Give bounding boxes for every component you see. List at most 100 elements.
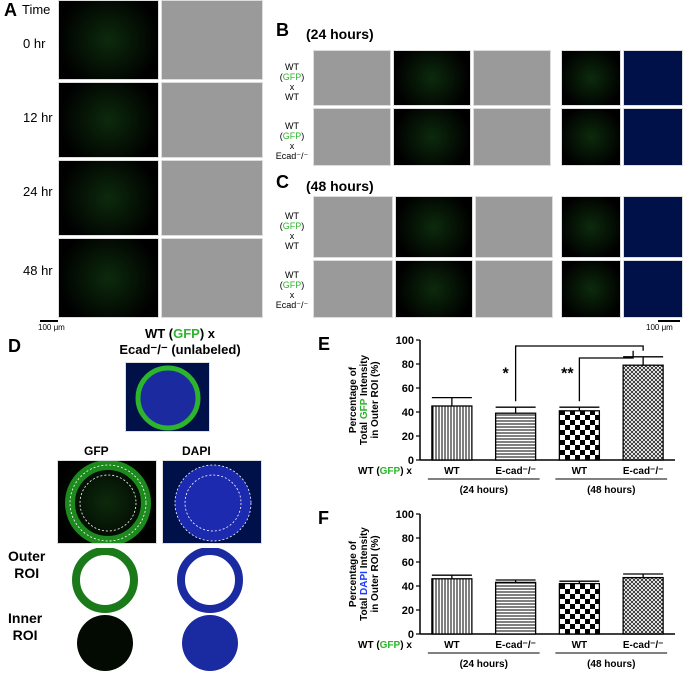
micrograph-a-24hr-gfp [58, 160, 159, 236]
micrograph-a-24hr-bf [161, 160, 263, 236]
time-header: Time [22, 2, 51, 17]
outer-roi-label: Outer ROI [8, 548, 46, 581]
row-label: WT (GFP) x [358, 640, 412, 651]
y-tick-label: 40 [402, 581, 414, 593]
micrograph-d-merge [125, 362, 210, 432]
y-tick-label: 100 [396, 335, 414, 347]
sig-bracket [514, 345, 644, 402]
panel-e-letter: E [318, 334, 331, 354]
micrograph-b2-confocal-gfp [561, 108, 621, 166]
b-row2-label: WT (GFP) x Ecad⁻/⁻ [275, 121, 309, 161]
y-tick-label: 60 [402, 557, 414, 569]
c-row1-label: WT (GFP) x WT [279, 211, 305, 251]
bar [622, 576, 664, 635]
panel-d-title: WT (GFP) x Ecad⁻/⁻ (unlabeled) [119, 326, 241, 357]
micrograph-b1-merge [473, 50, 551, 106]
panel-c-letter: C [276, 172, 289, 192]
c-row2-label: WT (GFP) x Ecad⁻/⁻ [275, 270, 309, 310]
micrograph-c2-confocal-merge [623, 260, 683, 318]
micrograph-b1-confocal-merge [623, 50, 683, 106]
scale-label-a: 100 μm [38, 323, 65, 332]
micrograph-c1-gfp [395, 196, 473, 258]
bar [431, 405, 473, 461]
micrograph-a-0hr-bf [161, 0, 263, 80]
inner-roi-gfp [77, 615, 133, 671]
micrograph-b2-confocal-merge [623, 108, 683, 166]
dapi-roi-shape [174, 464, 252, 542]
sig-bracket [578, 350, 634, 402]
panel-b-letter: B [276, 20, 289, 40]
y-tick-label: 80 [402, 533, 414, 545]
roi-shapes [72, 548, 243, 671]
chart-f: Percentage ofTotal DAPI Intensityin Oute… [348, 509, 675, 670]
bar [494, 581, 537, 635]
outer-roi-dapi [177, 548, 243, 613]
y-tick-label: 40 [402, 407, 414, 419]
time-48hr: 48 hr [23, 263, 53, 278]
sig-star: ** [561, 365, 574, 382]
group-label: (48 hours) [587, 485, 635, 496]
y-axis-label: Percentage ofTotal GFP Intensityin Outer… [348, 354, 381, 445]
group-label: (24 hours) [460, 485, 508, 496]
bar [431, 578, 473, 635]
micrograph-c1-merge [475, 196, 553, 258]
row-label: WT (GFP) x [358, 466, 412, 477]
time-12hr: 12 hr [23, 110, 53, 125]
y-tick-label: 0 [408, 455, 414, 467]
micrograph-b1-bf [313, 50, 391, 106]
chart-e: Percentage ofTotal GFP Intensityin Outer… [348, 335, 675, 496]
dapi-label: DAPI [182, 444, 211, 458]
y-tick-label: 20 [402, 605, 414, 617]
micrograph-d-gfp [57, 460, 157, 544]
y-tick-label: 100 [396, 509, 414, 521]
y-tick-label: 20 [402, 431, 414, 443]
y-tick-label: 60 [402, 383, 414, 395]
panel-a-letter: A [4, 0, 17, 20]
panel-d-letter: D [8, 336, 21, 356]
scale-bar-a [40, 320, 58, 322]
category-label: WT [444, 640, 460, 651]
micrograph-d-dapi [162, 460, 262, 544]
category-label: WT [572, 466, 588, 477]
outer-roi-gfp [72, 548, 138, 613]
inner-roi-dapi [182, 615, 238, 671]
micrograph-a-12hr-bf [161, 82, 263, 158]
category-label: WT [572, 640, 588, 651]
category-label: E-cad⁻/⁻ [623, 466, 664, 477]
bar [558, 582, 601, 635]
micrograph-c2-confocal-gfp [561, 260, 621, 318]
category-label: WT [444, 466, 460, 477]
gfp-label: GFP [84, 444, 109, 458]
scale-label-c: 100 μm [646, 323, 673, 332]
micrograph-c1-confocal-gfp [561, 196, 621, 258]
y-tick-label: 80 [402, 359, 414, 371]
y-axis-label: Percentage ofTotal DAPI Intensityin Oute… [348, 527, 381, 621]
bar [558, 410, 601, 461]
category-label: E-cad⁻/⁻ [495, 466, 536, 477]
category-label: E-cad⁻/⁻ [623, 640, 664, 651]
y-tick-label: 0 [408, 629, 414, 641]
micrograph-a-12hr-gfp [58, 82, 159, 158]
micrograph-b2-bf [313, 108, 391, 166]
gfp-roi-shape [65, 461, 151, 543]
micrograph-c2-merge [475, 260, 553, 318]
micrograph-b1-confocal-gfp [561, 50, 621, 106]
micrograph-b1-gfp [393, 50, 471, 106]
spheroid-merge-shape [135, 365, 201, 431]
micrograph-c1-confocal-merge [623, 196, 683, 258]
panel-c-title: (48 hours) [306, 178, 374, 194]
b-row1-label: WT (GFP) x WT [279, 62, 305, 102]
micrograph-c2-bf [313, 260, 393, 318]
inner-roi-label: Inner ROI [8, 610, 43, 643]
sig-star: * [503, 365, 510, 382]
group-label: (48 hours) [587, 659, 635, 670]
group-label: (24 hours) [460, 659, 508, 670]
micrograph-c2-gfp [395, 260, 473, 318]
panel-f-letter: F [318, 508, 329, 528]
micrograph-a-48hr-gfp [58, 238, 159, 318]
micrograph-c1-bf [313, 196, 393, 258]
micrograph-b2-gfp [393, 108, 471, 166]
micrograph-a-0hr-gfp [58, 0, 159, 80]
bar [494, 412, 537, 461]
micrograph-a-48hr-bf [161, 238, 263, 318]
